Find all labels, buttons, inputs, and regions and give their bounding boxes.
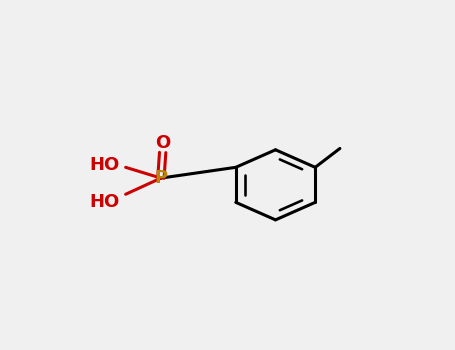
Text: HO: HO xyxy=(89,156,120,174)
Text: P: P xyxy=(154,169,167,187)
Text: HO: HO xyxy=(89,193,120,211)
Text: O: O xyxy=(155,134,170,152)
